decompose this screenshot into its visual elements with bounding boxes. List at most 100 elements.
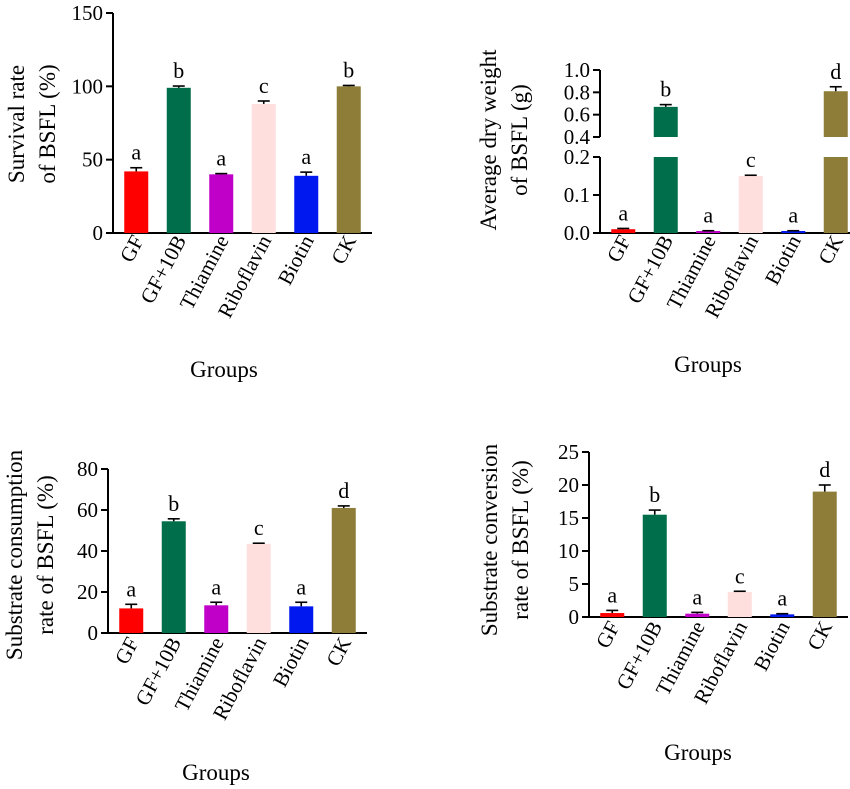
y-tick-label: 0.1 (564, 183, 590, 207)
y-tick-label: 15 (558, 506, 579, 530)
significance-label: b (168, 491, 179, 516)
bar (770, 614, 795, 617)
category-label: GF (602, 231, 636, 266)
significance-label: a (692, 584, 702, 609)
category-label: Biotin (760, 231, 806, 289)
bar (781, 231, 806, 233)
y-tick-label: 0.4 (564, 125, 591, 149)
y-tick-label: 20 (77, 580, 98, 604)
y-tick-label: 0.6 (564, 103, 590, 127)
y-axis-label: Substrate consumption (2, 449, 27, 660)
bar (331, 507, 356, 633)
category-label: GF (110, 633, 144, 668)
significance-label: d (819, 457, 830, 482)
significance-label: b (343, 57, 354, 82)
bar (161, 521, 186, 633)
significance-label: c (254, 515, 264, 540)
category-label: CK (813, 231, 848, 268)
y-tick-label: 0.0 (564, 221, 590, 245)
y-tick-label: 0 (93, 221, 104, 245)
y-tick-label: 25 (558, 440, 579, 464)
significance-label: d (830, 59, 841, 84)
category-label: CK (326, 231, 361, 268)
y-tick-label: 10 (558, 539, 579, 563)
y-tick-label: 60 (77, 498, 98, 522)
significance-label: c (735, 563, 745, 588)
y-tick-label: 20 (558, 473, 579, 497)
bar (600, 613, 625, 617)
category-label: Biotin (273, 231, 319, 289)
bar (611, 229, 636, 233)
bar (653, 106, 678, 137)
significance-label: a (126, 576, 136, 601)
panel-substrate-conversion: 0510152025aGFbGF+10BaThiaminecRiboflavin… (477, 440, 848, 765)
significance-label: d (338, 478, 349, 503)
panel-substrate-consumption: 020406080aGFbGF+10BaThiaminecRiboflavina… (2, 449, 367, 785)
x-axis-label: Groups (674, 352, 742, 377)
y-axis-label: of BSFL (%) (35, 64, 60, 183)
y-tick-label: 0 (569, 605, 580, 629)
bar (246, 543, 271, 633)
bar (166, 87, 191, 233)
y-axis-label: rate of BSFL (%) (33, 475, 58, 634)
bar (653, 157, 678, 233)
bar (251, 103, 276, 233)
bar (812, 491, 837, 617)
significance-label: b (660, 77, 671, 102)
y-tick-label: 80 (77, 457, 98, 481)
panel-average-dry-weight: 0.00.10.20.40.60.81.0aGFbGF+10BaThiamine… (476, 49, 850, 377)
y-axis-label: Substrate conversion (477, 443, 502, 636)
significance-label: b (173, 58, 184, 83)
bar (119, 608, 144, 633)
y-tick-label: 0 (88, 621, 99, 645)
y-axis-label: rate of BSFL (%) (508, 460, 533, 619)
bar (642, 514, 667, 617)
x-axis-label: Groups (190, 357, 258, 382)
significance-label: c (746, 147, 756, 172)
y-axis-label: Average dry weight (476, 49, 501, 231)
category-label: CK (321, 633, 356, 670)
significance-label: c (259, 73, 269, 98)
bar (823, 91, 848, 137)
significance-label: a (607, 582, 617, 607)
bar (289, 606, 314, 633)
significance-label: a (703, 203, 713, 228)
significance-label: a (777, 586, 787, 611)
y-tick-label: 100 (72, 74, 104, 98)
bar (685, 613, 710, 617)
y-tick-label: 0.2 (564, 145, 590, 169)
y-tick-label: 1.0 (564, 58, 590, 82)
significance-label: a (216, 146, 226, 171)
y-tick-label: 0.8 (564, 80, 590, 104)
bar (124, 171, 149, 233)
y-tick-label: 50 (82, 148, 103, 172)
bar (204, 605, 229, 633)
bar (209, 174, 234, 233)
bar (336, 86, 361, 233)
bar (294, 175, 319, 233)
significance-label: a (788, 203, 798, 228)
x-axis-label: Groups (664, 740, 732, 765)
y-tick-label: 40 (77, 539, 98, 563)
significance-label: a (618, 200, 628, 225)
bar (738, 176, 763, 233)
significance-label: a (296, 574, 306, 599)
y-tick-label: 150 (72, 1, 104, 25)
bar (696, 231, 721, 233)
x-axis-label: Groups (182, 760, 250, 785)
bar (823, 157, 848, 233)
significance-label: a (131, 140, 141, 165)
category-label: Biotin (268, 633, 314, 691)
category-label: CK (802, 617, 837, 654)
panel-survival-rate: 050100150aGFbGF+10BaThiaminecRiboflavina… (4, 1, 372, 382)
significance-label: a (211, 574, 221, 599)
category-label: Biotin (749, 617, 795, 675)
y-axis-label: of BSFL (g) (507, 84, 532, 196)
significance-label: b (649, 482, 660, 507)
y-axis-label: Survival rate (4, 65, 29, 183)
significance-label: a (301, 144, 311, 169)
category-label: GF (591, 617, 625, 652)
category-label: GF (115, 231, 149, 266)
bar (727, 591, 752, 617)
